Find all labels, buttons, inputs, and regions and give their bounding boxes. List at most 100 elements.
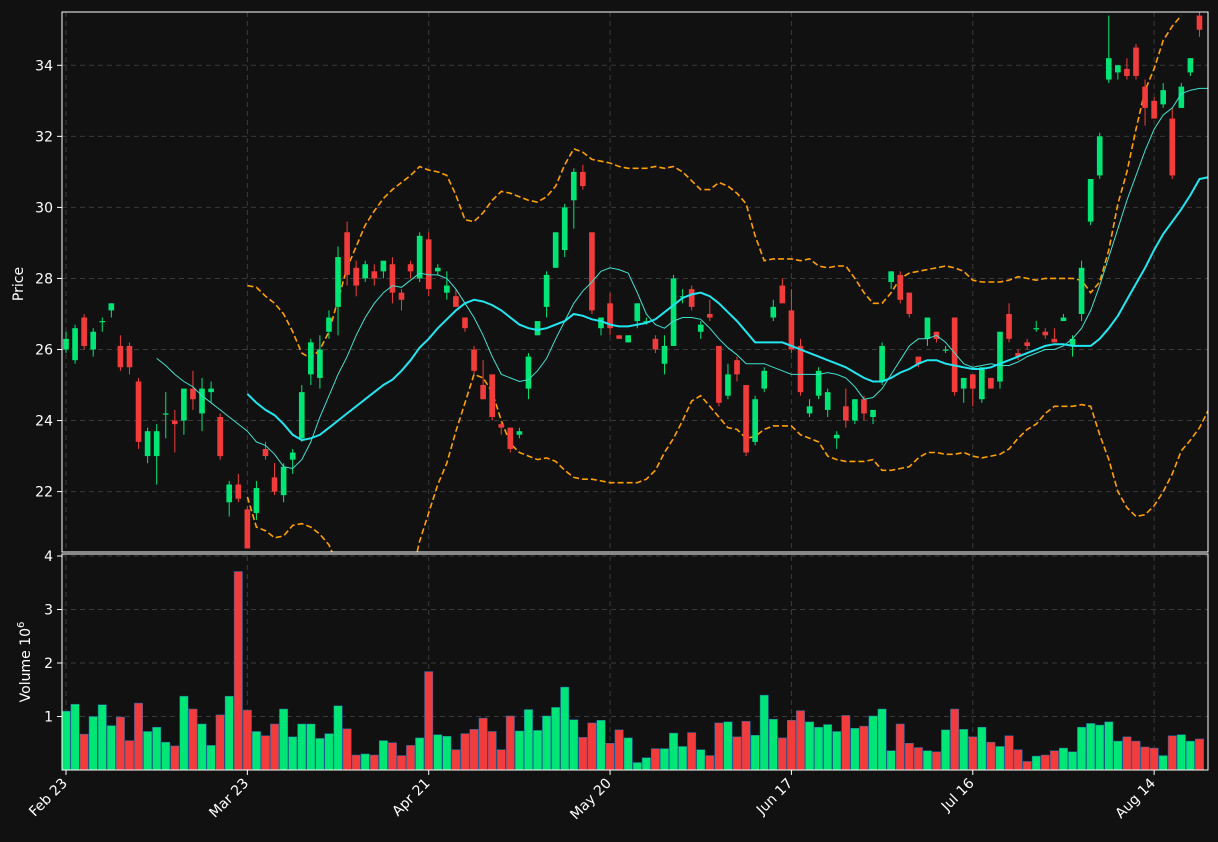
candle-body-down <box>607 303 613 329</box>
volume-bar-down <box>932 751 941 771</box>
candle-body-down <box>344 232 350 275</box>
candle-body-up <box>444 285 450 293</box>
volume-bar-down <box>796 710 805 771</box>
candle-body-up <box>833 434 840 439</box>
price-panel <box>63 12 1203 549</box>
candle-body-up <box>208 388 214 393</box>
candle-body-down <box>135 381 142 442</box>
candle-body-up <box>253 488 260 513</box>
moving-average-slow-line <box>246 176 1208 442</box>
volume-bar-up <box>1031 755 1041 771</box>
candle-body-up <box>960 377 967 389</box>
volume-bar-down <box>134 702 143 771</box>
price-axis-label: Price <box>11 267 27 301</box>
volume-bar-up <box>977 726 987 771</box>
candle-body-down <box>81 317 87 346</box>
candle-body-up <box>870 409 876 417</box>
price-tick-label: 22 <box>35 485 53 501</box>
volume-bar-down <box>369 754 379 771</box>
volume-bar-down <box>451 749 461 771</box>
volume-bar-down <box>904 743 914 771</box>
price-panel-frame <box>61 11 1209 553</box>
volume-bar-up <box>678 746 688 771</box>
volume-bar-up <box>433 734 443 771</box>
candle-body-down <box>172 420 178 425</box>
volume-bar-up <box>1077 726 1087 771</box>
volume-bar-up <box>1059 747 1068 771</box>
volume-bar-down <box>986 741 996 771</box>
volume-bar-down <box>487 731 497 771</box>
candle-body-down <box>797 345 804 393</box>
volume-bar-down <box>505 715 515 771</box>
volume-panel <box>61 571 1204 771</box>
volume-bar-up <box>569 719 579 771</box>
price-tick-label: 32 <box>35 129 53 145</box>
volume-bar-down <box>950 708 960 771</box>
candle-body-up <box>752 399 758 442</box>
volume-bar-up <box>152 726 162 771</box>
volume-bar-up <box>288 736 298 771</box>
volume-bar-down <box>342 728 352 771</box>
volume-bar-down <box>460 733 470 771</box>
volume-bar-down <box>786 719 796 771</box>
candle-body-up <box>824 392 831 410</box>
volume-bar-down <box>1022 761 1032 771</box>
candle-body-down <box>688 289 695 307</box>
volume-bar-up <box>669 732 678 771</box>
volume-bar-up <box>224 695 234 771</box>
candle-body-down <box>1133 47 1139 76</box>
candle-body-up <box>144 431 151 457</box>
volume-bar-down <box>188 708 198 771</box>
volume-bar-up <box>333 705 343 771</box>
candle-body-up <box>942 349 949 351</box>
candle-body-down <box>580 171 586 187</box>
volume-bar-up <box>768 718 778 771</box>
volume-bar-up <box>623 737 633 771</box>
price-tick-label: 24 <box>35 414 53 430</box>
candle-body-up <box>1178 86 1185 108</box>
moving-averages <box>156 87 1208 470</box>
candle-body-up <box>997 331 1003 382</box>
volume-bar-down <box>1040 754 1050 771</box>
volume-bar-up <box>759 694 769 771</box>
candle-body-up <box>226 484 233 503</box>
volume-bar-up <box>315 738 325 771</box>
volume-bar-down <box>614 729 624 771</box>
candle-body-down <box>407 264 414 272</box>
volume-bar-up <box>1185 740 1195 771</box>
candle-body-down <box>616 335 622 339</box>
candle-body-down <box>988 377 994 389</box>
candle-body-down <box>353 267 359 286</box>
candle-body-down <box>262 448 269 457</box>
volume-axis-label: Volume 106 <box>16 622 34 703</box>
volume-tick-label: 1 <box>44 710 53 726</box>
volume-bar-up <box>1068 751 1077 771</box>
candle-body-down <box>398 292 405 300</box>
volume-bar-up <box>1176 734 1186 771</box>
volume-bar-down <box>170 745 180 771</box>
volume-bar-up <box>805 721 814 771</box>
candle-body-up <box>108 303 115 311</box>
candle-body-up <box>725 374 731 396</box>
candle-body-up <box>298 392 305 439</box>
volume-bar-up <box>143 731 153 771</box>
candle-body-down <box>480 385 486 400</box>
volume-bar-down <box>351 754 361 771</box>
bollinger-upper-line <box>247 15 1182 360</box>
volume-bar-up <box>995 746 1005 771</box>
candle-body-up <box>1060 317 1067 322</box>
candle-body-up <box>280 466 287 496</box>
candle-body-down <box>706 313 713 318</box>
candle-body-down <box>1151 100 1157 119</box>
candle-body-up <box>308 342 314 375</box>
volume-bar-down <box>1013 749 1023 771</box>
candle-body-up <box>1105 58 1112 80</box>
candle-body-down <box>589 232 595 311</box>
candle-body-up <box>697 324 704 332</box>
candle-body-up <box>1115 65 1121 73</box>
candle-body-up <box>770 306 777 318</box>
candle-body-up <box>1160 90 1167 105</box>
candle-body-up <box>543 274 550 307</box>
volume-bar-up <box>297 723 307 771</box>
